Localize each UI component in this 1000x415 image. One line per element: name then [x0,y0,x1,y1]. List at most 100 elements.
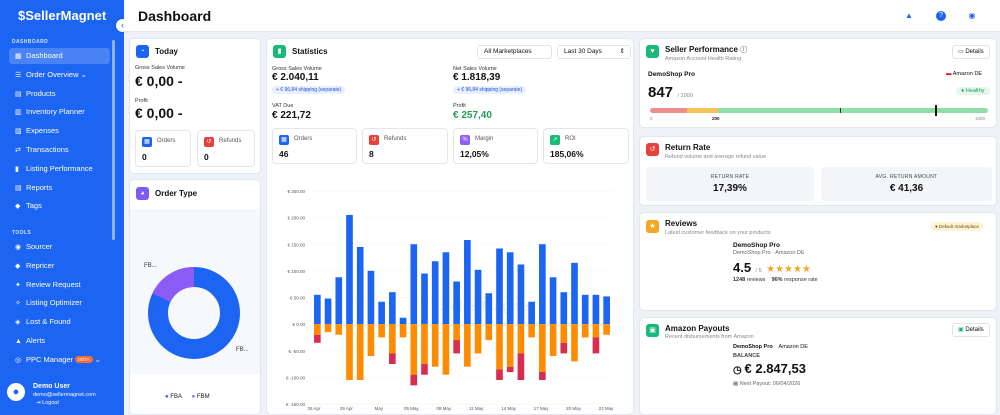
seller-shop-name: DemoShop Pro [648,71,695,78]
sidebar-item-label: Alerts [26,336,46,345]
cost-bar [324,324,332,333]
sidebar-item-label: Lost & Found [26,317,71,327]
y-tick-label: € 250.00 [287,189,305,194]
user-name: Demo User [33,383,70,390]
reviews-shop-meta-name: DemoShop Pro [733,250,771,256]
cost-bar [549,324,557,357]
y-tick-label: € 150.00 [287,242,305,247]
app-logo[interactable]: $SellerMagnet [18,8,106,23]
sidebar-item-listing-performance[interactable]: ▮ Listing Performance [9,161,110,177]
sidebar-item-listing-optimizer[interactable]: ✧ Listing Optimizer [9,295,110,311]
sidebar-item-label: Inventory Planner [26,107,85,117]
balance-amount: € 2.847,53 [744,361,806,376]
health-status-label: Healthy [965,88,985,94]
alerts-icon: ▲ [15,338,22,345]
sidebar-item-ppc-manager[interactable]: ◎ PPC Manager BETA ⌄ [9,352,110,368]
x-tick-label: 20 May [566,406,582,411]
user-panel[interactable]: ● Demo User demo@sellermagnet.com ⇥ Logo… [7,383,119,411]
seller-performance-title-text: Seller Performance [665,45,738,54]
payouts-shop: DemoShop Pro Amazon DE [733,344,808,350]
sidebar-item-reports[interactable]: ▤ Reports [9,180,110,196]
cost-bar [367,324,375,357]
sidebar-item-repricer[interactable]: ◆ Repricer [9,258,110,274]
expenses-icon: ▨ [15,128,22,136]
beta-badge: BETA [75,355,93,363]
bell-icon[interactable]: ▲ [905,11,913,20]
y-tick-label: € 50.00 [290,296,306,301]
y-tick-label: € 200.00 [287,216,305,221]
marketplace-select[interactable]: All Marketplaces [477,45,552,59]
sidebar-item-inventory-planner[interactable]: ▥ Inventory Planner [9,104,110,120]
today-card: ◔ Today Gross Sales Volume € 0,00 - Prof… [129,38,261,174]
details-label: Details [965,49,984,55]
stats-vat-value: € 221,72 [272,110,311,121]
cost-bar [506,366,514,373]
today-title: Today [155,47,178,56]
cost-bar [346,324,353,381]
reports-icon: ▤ [15,184,22,192]
sidebar-item-review-request[interactable]: ✦ Review Request [9,277,110,293]
profit-bar [506,252,514,325]
profit-bar [453,281,460,325]
x-tick-label: May [375,406,384,411]
return-rate-card: ↺ Return Rate Refund volume and average … [639,136,997,206]
today-refunds-label: Refunds [219,138,242,144]
reviews-shop-name: DemoShop Pro [733,242,780,249]
ppc-manager-icon: ◎ [15,356,22,364]
fbm-legend-dot: ● [191,394,196,400]
profit-bar [603,296,610,325]
stats-orders-label: Orders [294,136,313,142]
next-payout: ▦ Next Payout: 06/04/2026 [733,381,800,387]
statistics-title: Statistics [292,47,328,56]
stats-net-label: Net Sales Volume [453,66,497,72]
today-profit-amount: € 0,00 [135,105,174,121]
sidebar-item-dashboard[interactable]: ▦ Dashboard [9,48,110,64]
sidebar-item-expenses[interactable]: ▨ Expenses [9,123,110,139]
reviews-subtitle: Latest customer feedback on your product… [665,230,771,236]
profit-bar [367,270,375,325]
profit-bar [421,273,428,325]
payouts-details-button[interactable]: ▣ Details [952,323,990,337]
cost-bar [592,324,600,338]
cost-bar [506,324,514,367]
today-orders-box: ▦ Orders 0 [135,130,191,167]
profit-bar [410,244,418,325]
sidebar-item-sourcer[interactable]: ◉ Sourcer [9,239,110,255]
stats-margin-value: 12,05% [460,149,489,159]
return-rate-value: 17,39% [713,183,747,194]
sidebar-item-transactions[interactable]: ⇄ Transactions [9,142,110,158]
x-tick-label: 14 May [501,406,517,411]
sidebar-item-label: Products [26,88,56,98]
profit-bar [399,317,407,325]
sidebar-scrollbar[interactable] [112,40,115,240]
sidebar-item-order-overview[interactable]: ☰ Order Overview ⌄ [9,67,110,83]
cost-bar [485,324,493,341]
sidebar-item-label: Tags [26,201,42,211]
sidebar-item-label: Listing Performance [26,163,93,173]
fbm-legend-label: FBM [196,394,210,400]
profit-bar [528,301,535,325]
y-tick-label: € 100.00 [287,269,305,274]
seller-performance-details-button[interactable]: ▭ Details [952,45,990,59]
rating-max: / 5 [755,268,762,274]
sidebar-item-tags[interactable]: ◆ Tags [9,198,110,214]
help-icon[interactable]: ? [936,11,946,21]
tick-mid: 200 [712,116,720,121]
review-request-icon: ✦ [15,281,21,289]
cost-bar [528,324,535,338]
sidebar-item-products[interactable]: ▤ Products [9,86,110,102]
sidebar-item-lost-found[interactable]: ◈ Lost & Found [9,314,110,330]
period-select[interactable]: Last 30 Days ⇕ [557,45,631,59]
eye-icon[interactable]: ◉ [968,11,976,20]
seller-performance-subtitle: Amazon Account Health Rating [665,56,742,62]
star-icon: ★ [646,220,659,233]
sidebar-item-label: Sourcer [26,242,53,251]
chevron-down-icon: ⌄ [78,69,87,79]
payouts-details-label: Details [965,327,984,333]
reviews-card: ★ Reviews Latest customer feedback on yo… [639,212,997,311]
info-icon[interactable]: ⓘ [740,47,748,54]
logout-link[interactable]: ⇥ Logout [36,400,59,406]
sidebar-item-alerts[interactable]: ▲ Alerts [9,333,110,349]
stats-orders-value: 46 [279,149,289,159]
fbm-slice[interactable] [152,267,195,303]
